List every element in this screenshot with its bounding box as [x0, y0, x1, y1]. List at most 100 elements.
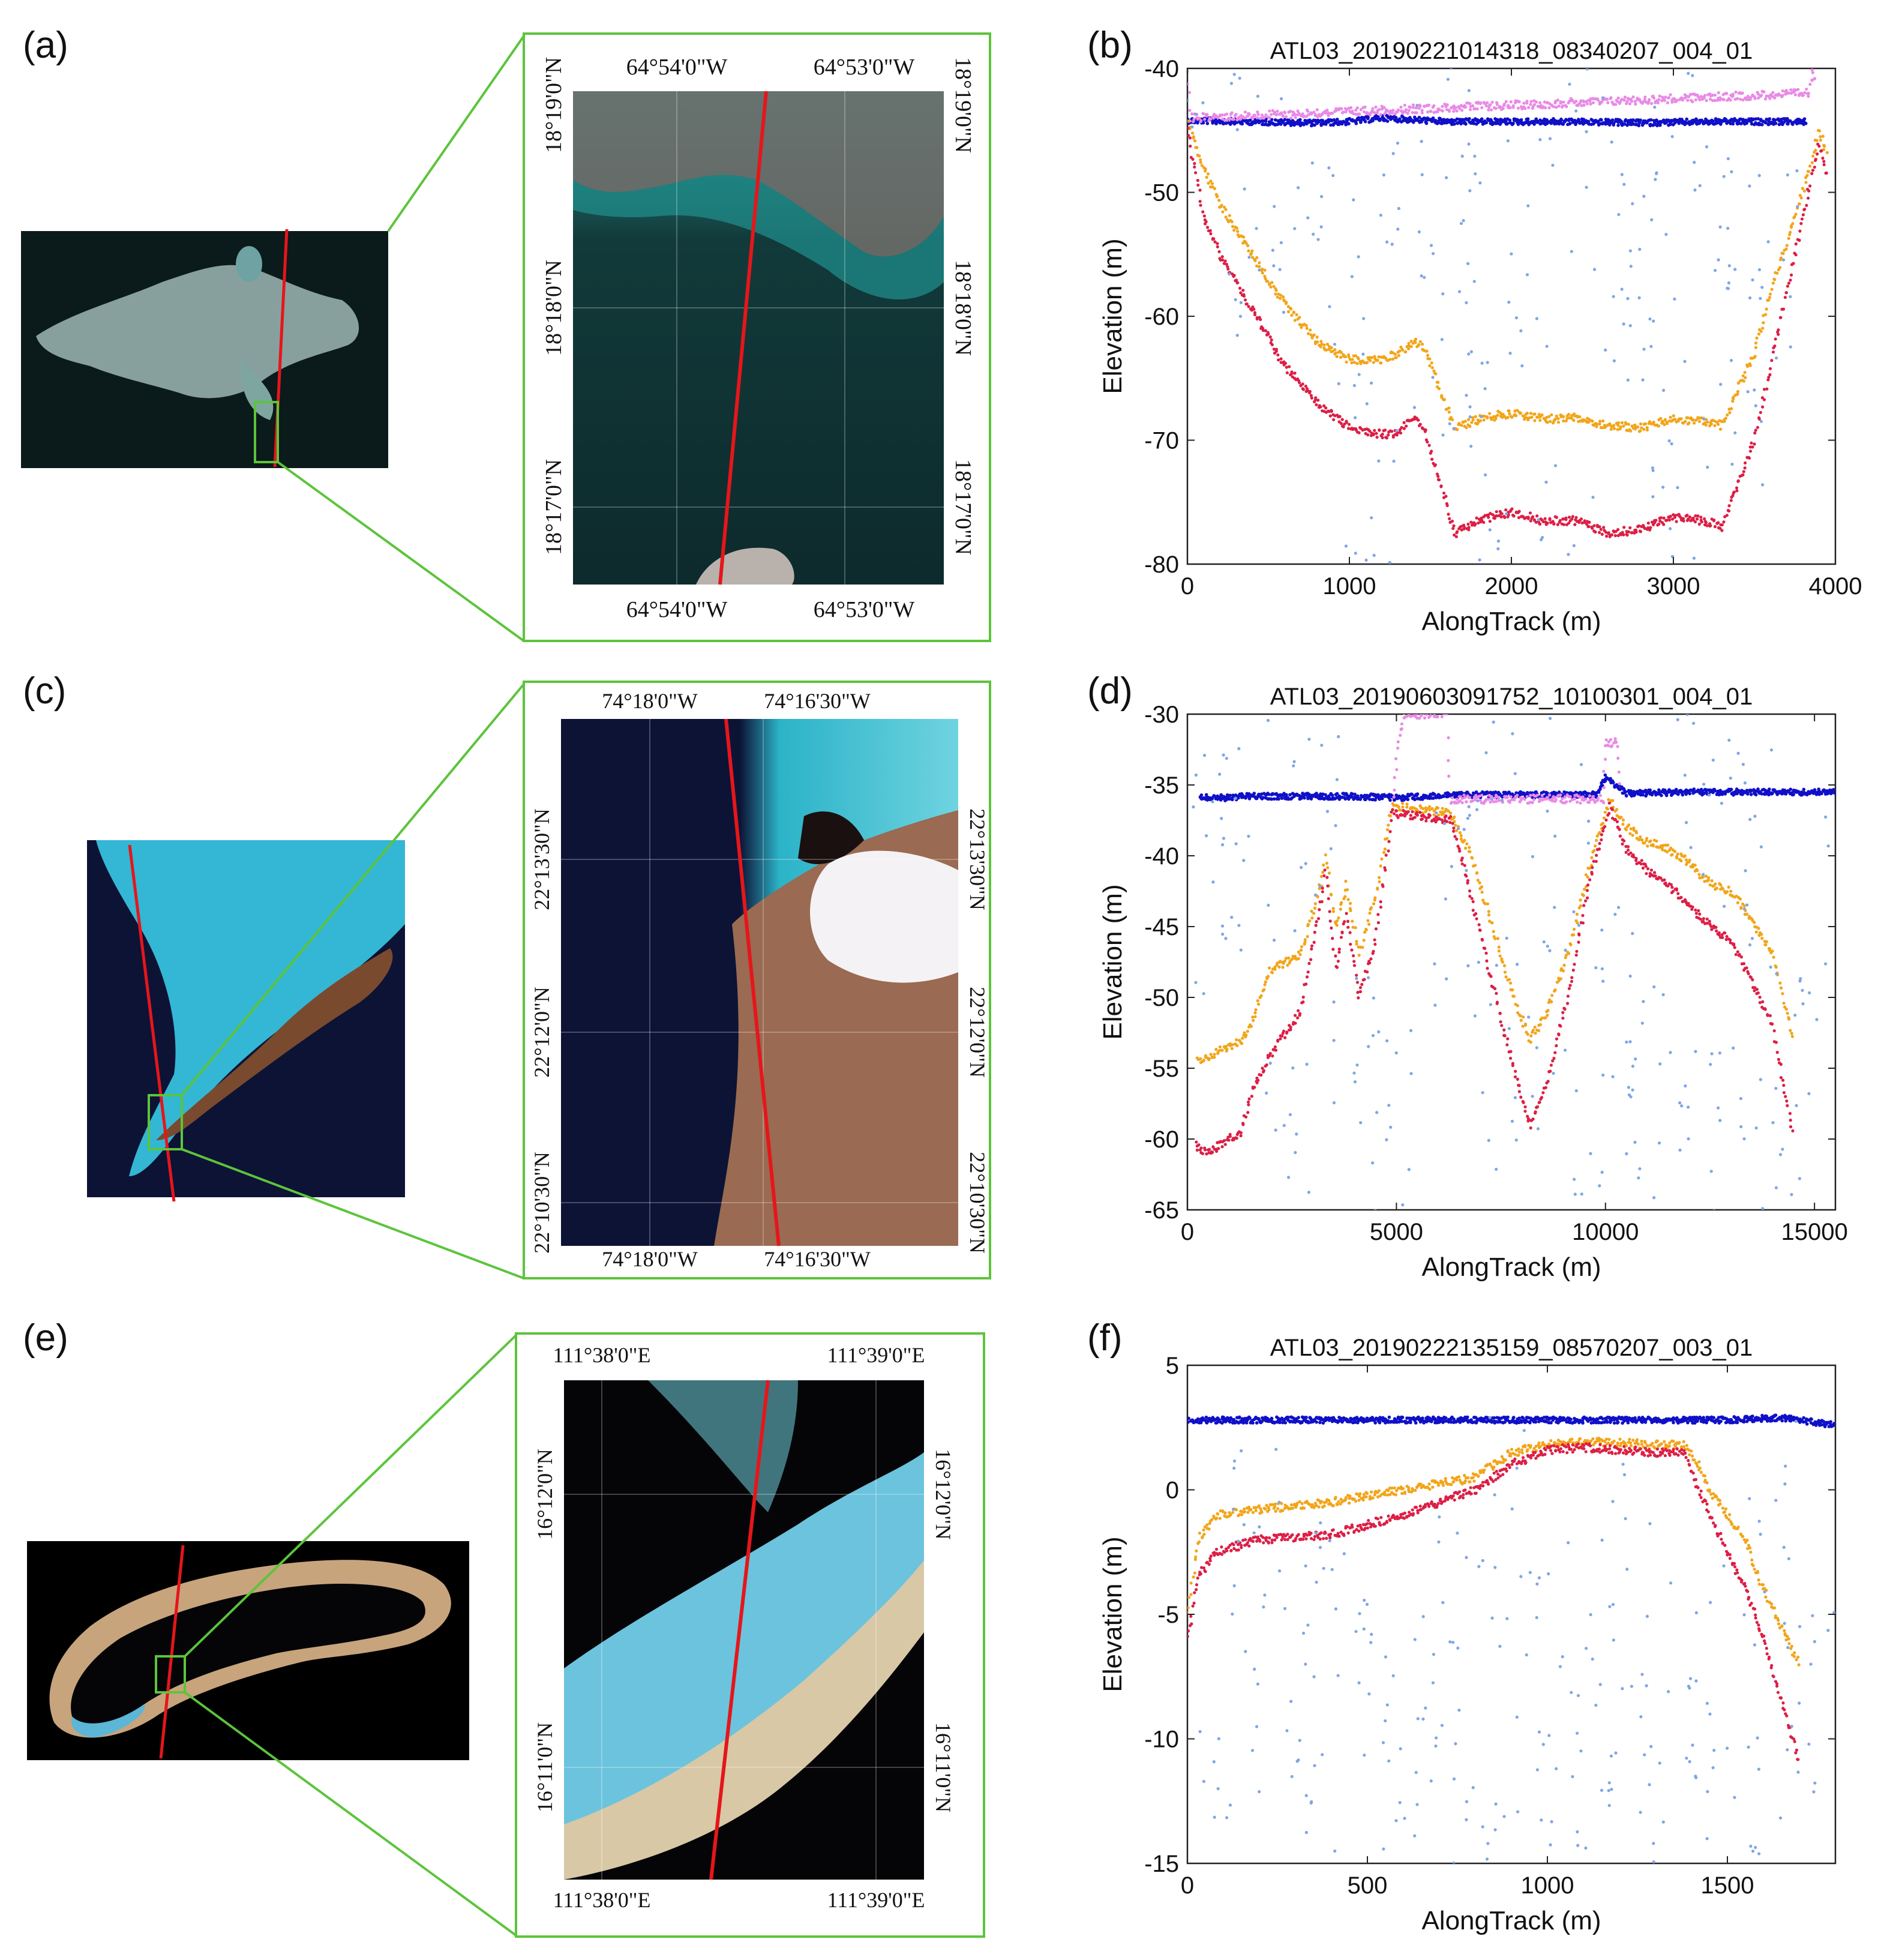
data-point [1194, 171, 1198, 175]
surface-raw-point [1579, 801, 1582, 805]
surface-raw-point [1411, 103, 1415, 107]
data-point [1470, 421, 1474, 424]
surface-raw-point [1538, 101, 1542, 104]
data-point [1531, 515, 1535, 519]
data-point [1277, 358, 1280, 362]
noise-point [1664, 232, 1668, 236]
data-point [1522, 792, 1526, 796]
surface-raw-point [1559, 793, 1562, 797]
overview-map-c [87, 840, 405, 1202]
data-point [1559, 117, 1563, 121]
data-point [1564, 518, 1568, 522]
data-point [1420, 817, 1424, 821]
data-point [1784, 291, 1788, 295]
chart-title-d: ATL03_20190603091752_10100301_004_01 [1270, 684, 1753, 710]
data-point [1586, 875, 1589, 879]
data-point [1511, 121, 1515, 125]
data-point [1303, 940, 1307, 944]
noise-point [1388, 561, 1391, 564]
data-point [1735, 486, 1739, 490]
data-point [1268, 1051, 1272, 1056]
surface-raw-point [1606, 101, 1610, 104]
surface-raw-point [1489, 108, 1493, 112]
data-point [1435, 815, 1438, 819]
data-point [1466, 881, 1469, 885]
data-point [1442, 492, 1446, 495]
data-point [1540, 413, 1544, 417]
data-point [1546, 1009, 1550, 1012]
data-point [1280, 796, 1284, 800]
data-point [1480, 938, 1484, 942]
data-point [1305, 326, 1309, 330]
data-point [1705, 119, 1709, 123]
data-point [1683, 854, 1687, 858]
surface-raw-point [1225, 112, 1229, 116]
data-point [1236, 281, 1240, 284]
lon-label-a-bottom-2: 64°53'0"W [814, 597, 915, 622]
data-point [1280, 1034, 1284, 1038]
data-point [1741, 473, 1745, 476]
data-point [1397, 353, 1400, 357]
data-point [1337, 916, 1340, 920]
data-point [1487, 919, 1492, 923]
surface-raw-point [1522, 101, 1526, 105]
data-point [1228, 214, 1231, 217]
data-point [1381, 436, 1384, 439]
data-point [1757, 332, 1761, 336]
data-point [1283, 118, 1287, 122]
data-point [1373, 938, 1376, 942]
data-point [1265, 1063, 1268, 1067]
data-point [1345, 888, 1349, 892]
data-point [1773, 118, 1777, 122]
surface-raw-point [1454, 106, 1457, 110]
data-point [1499, 515, 1503, 519]
data-point [1767, 376, 1771, 379]
data-point [1684, 419, 1687, 423]
data-point [1340, 901, 1343, 904]
surface-raw-point [1781, 94, 1784, 97]
lat-label-c-left-3: 22°10'30"N [530, 1152, 554, 1254]
data-point [1511, 988, 1514, 992]
data-point [1255, 256, 1259, 259]
surface-raw-point [1613, 737, 1617, 741]
lat-label-e-left-2: 16°11'0"N [533, 1722, 557, 1812]
data-point [1254, 1008, 1258, 1012]
data-point [1500, 1024, 1504, 1027]
data-point [1279, 357, 1283, 361]
data-point [1467, 117, 1471, 121]
data-point [1634, 528, 1638, 532]
surface-raw-point [1604, 738, 1608, 742]
data-point [1488, 412, 1492, 415]
surface-raw-point [1565, 800, 1568, 804]
surface-raw-point [1430, 710, 1433, 713]
data-point [1399, 431, 1403, 435]
data-point [1207, 1057, 1211, 1060]
data-point [1307, 332, 1310, 335]
data-point [1256, 999, 1259, 1003]
lon-label-e-top-1: 111°38'0"E [553, 1343, 651, 1367]
data-point [1467, 526, 1471, 529]
data-point [1480, 516, 1483, 520]
surface-raw-point [1396, 108, 1400, 112]
noise-point [1364, 558, 1368, 562]
noise-point [1661, 388, 1666, 392]
surface-raw-point [1581, 795, 1585, 799]
noise-point [1390, 242, 1394, 246]
data-point [1601, 822, 1605, 825]
data-point [1694, 514, 1697, 518]
data-point [1324, 853, 1327, 857]
data-point [1270, 797, 1274, 801]
data-point [1398, 117, 1402, 121]
data-point [1313, 930, 1316, 934]
data-point [1366, 970, 1369, 974]
points-b [1187, 68, 1829, 564]
data-point [1488, 520, 1492, 523]
surface-raw-point [1529, 103, 1532, 106]
data-point [1755, 336, 1759, 340]
surface-raw-point [1325, 108, 1329, 112]
data-point [1766, 378, 1770, 382]
noise-point [1753, 388, 1756, 392]
data-point [1800, 217, 1804, 221]
data-point [1376, 886, 1379, 890]
data-point [1199, 158, 1202, 161]
